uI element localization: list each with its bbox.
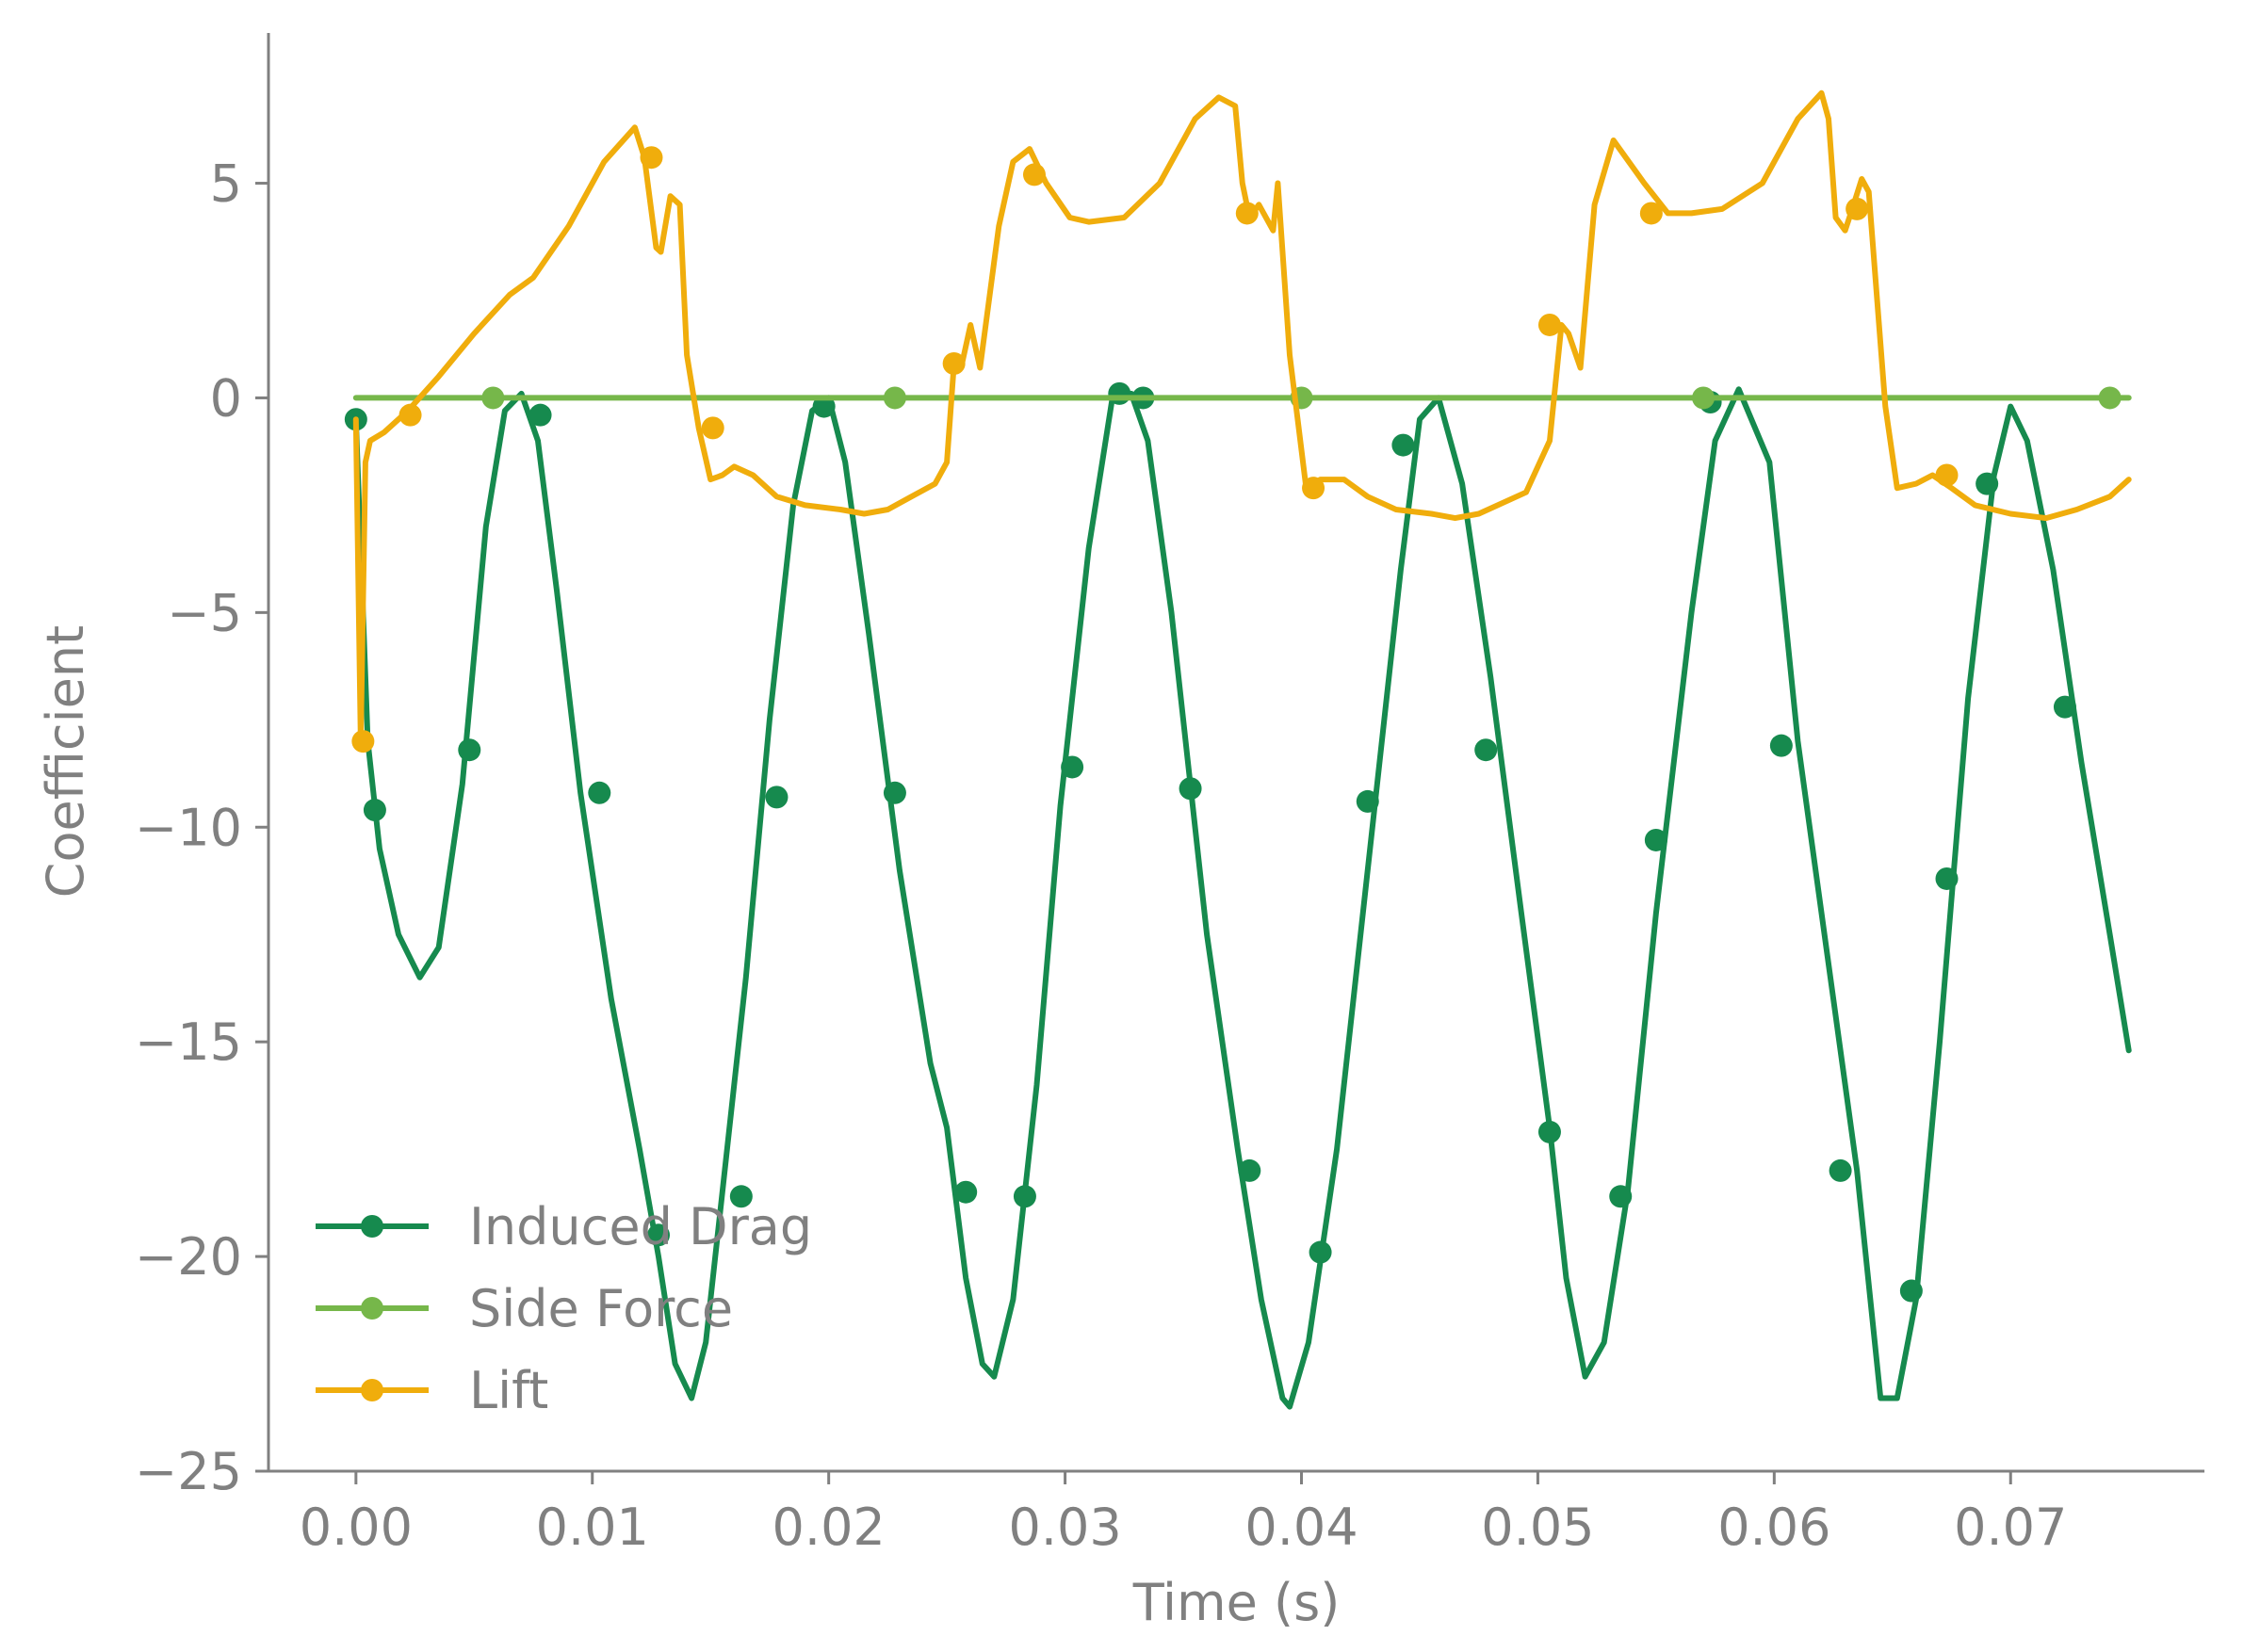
data-point-induced-drag: [1829, 1158, 1852, 1182]
data-point-induced-drag: [1061, 755, 1084, 779]
series-side-force: [352, 386, 2132, 410]
data-point-lift: [351, 730, 375, 753]
y-tick-label: −20: [135, 1227, 242, 1287]
y-tick-label: −15: [135, 1012, 242, 1072]
x-tick-label: 0.01: [536, 1498, 649, 1557]
data-point-induced-drag: [528, 403, 552, 427]
x-axis-label: Time (s): [1132, 1573, 1341, 1632]
data-point-side-force: [2098, 386, 2122, 410]
data-point-induced-drag: [1238, 1158, 1261, 1182]
data-point-induced-drag: [1899, 1279, 1923, 1303]
x-tick-label: 0.02: [772, 1498, 886, 1557]
data-point-induced-drag: [588, 781, 611, 804]
data-point-induced-drag: [1769, 734, 1793, 757]
data-point-induced-drag: [729, 1185, 753, 1208]
data-point-induced-drag: [954, 1180, 978, 1204]
data-point-induced-drag: [883, 781, 906, 804]
data-point-induced-drag: [1108, 381, 1131, 405]
data-point-induced-drag: [1935, 866, 1959, 890]
data-point-induced-drag: [765, 786, 789, 809]
data-point-lift: [1022, 163, 1046, 186]
data-point-lift: [398, 403, 422, 427]
x-tick-label: 0.00: [300, 1498, 413, 1557]
data-point-induced-drag: [1474, 738, 1498, 762]
series-line-induced-drag: [352, 386, 2132, 1410]
data-point-induced-drag: [1356, 789, 1379, 813]
data-point-lift: [1639, 202, 1663, 225]
legend-label: Induced Drag: [469, 1197, 812, 1256]
data-point-lift: [640, 146, 663, 170]
data-point-side-force: [481, 386, 505, 410]
y-tick-label: −25: [135, 1442, 242, 1501]
series-induced-drag: [344, 381, 2132, 1410]
x-tick-label: 0.03: [1008, 1498, 1121, 1557]
x-axis-ticks: 0.00 0.01 0.02 0.03 0.04 0.05 0.06 0.07: [300, 1471, 2067, 1557]
legend-swatch-marker: [361, 1379, 383, 1401]
legend-swatch-marker: [361, 1297, 383, 1320]
y-tick-label: −10: [135, 798, 242, 857]
data-point-induced-drag: [458, 738, 481, 762]
data-point-induced-drag: [2053, 695, 2076, 719]
data-point-induced-drag: [1179, 777, 1202, 801]
plot-area: [344, 89, 2132, 1410]
data-point-induced-drag: [363, 799, 386, 822]
data-point-induced-drag: [1309, 1240, 1332, 1264]
data-point-lift: [1537, 313, 1561, 336]
axes: 0.00 0.01 0.02 0.03 0.04 0.05 0.06 0.07 −25−20−…: [36, 33, 2204, 1632]
data-point-induced-drag: [1391, 433, 1415, 457]
x-tick-label: 0.07: [1954, 1498, 2067, 1557]
legend-swatch-marker: [361, 1215, 383, 1238]
legend-item-side-force: Side Force: [316, 1279, 733, 1338]
y-axis-ticks: −25 −20 −15 −10 −5 0 5: [135, 154, 268, 1501]
legend: Induced Drag Side Force Lift: [316, 1197, 812, 1420]
legend-label: Lift: [469, 1361, 548, 1420]
data-point-induced-drag: [647, 1223, 671, 1247]
data-point-induced-drag: [1537, 1120, 1561, 1143]
x-tick-label: 0.05: [1481, 1498, 1594, 1557]
data-point-side-force: [1692, 386, 1716, 410]
x-tick-label: 0.06: [1717, 1498, 1830, 1557]
data-point-induced-drag: [1976, 472, 1999, 495]
data-point-induced-drag: [812, 395, 836, 418]
data-point-induced-drag: [1609, 1185, 1633, 1208]
y-axis-label: Coefficient: [36, 625, 95, 899]
legend-item-lift: Lift: [316, 1361, 548, 1420]
y-tick-label: −5: [167, 583, 242, 642]
data-point-induced-drag: [1644, 828, 1667, 851]
data-point-lift: [1235, 202, 1259, 225]
legend-item-induced-drag: Induced Drag: [316, 1197, 812, 1256]
data-point-lift: [942, 351, 966, 375]
x-tick-label: 0.04: [1244, 1498, 1358, 1557]
data-point-lift: [701, 416, 724, 440]
legend-label: Side Force: [469, 1279, 733, 1338]
data-point-side-force: [883, 386, 906, 410]
data-point-lift: [1302, 477, 1325, 500]
series-line-lift: [352, 89, 2132, 745]
data-point-lift: [1846, 197, 1869, 220]
y-tick-label: 5: [210, 154, 242, 214]
series-lift: [351, 89, 2132, 753]
data-point-lift: [1935, 463, 1959, 487]
y-tick-label: 0: [210, 368, 242, 428]
data-point-induced-drag: [1013, 1185, 1036, 1208]
